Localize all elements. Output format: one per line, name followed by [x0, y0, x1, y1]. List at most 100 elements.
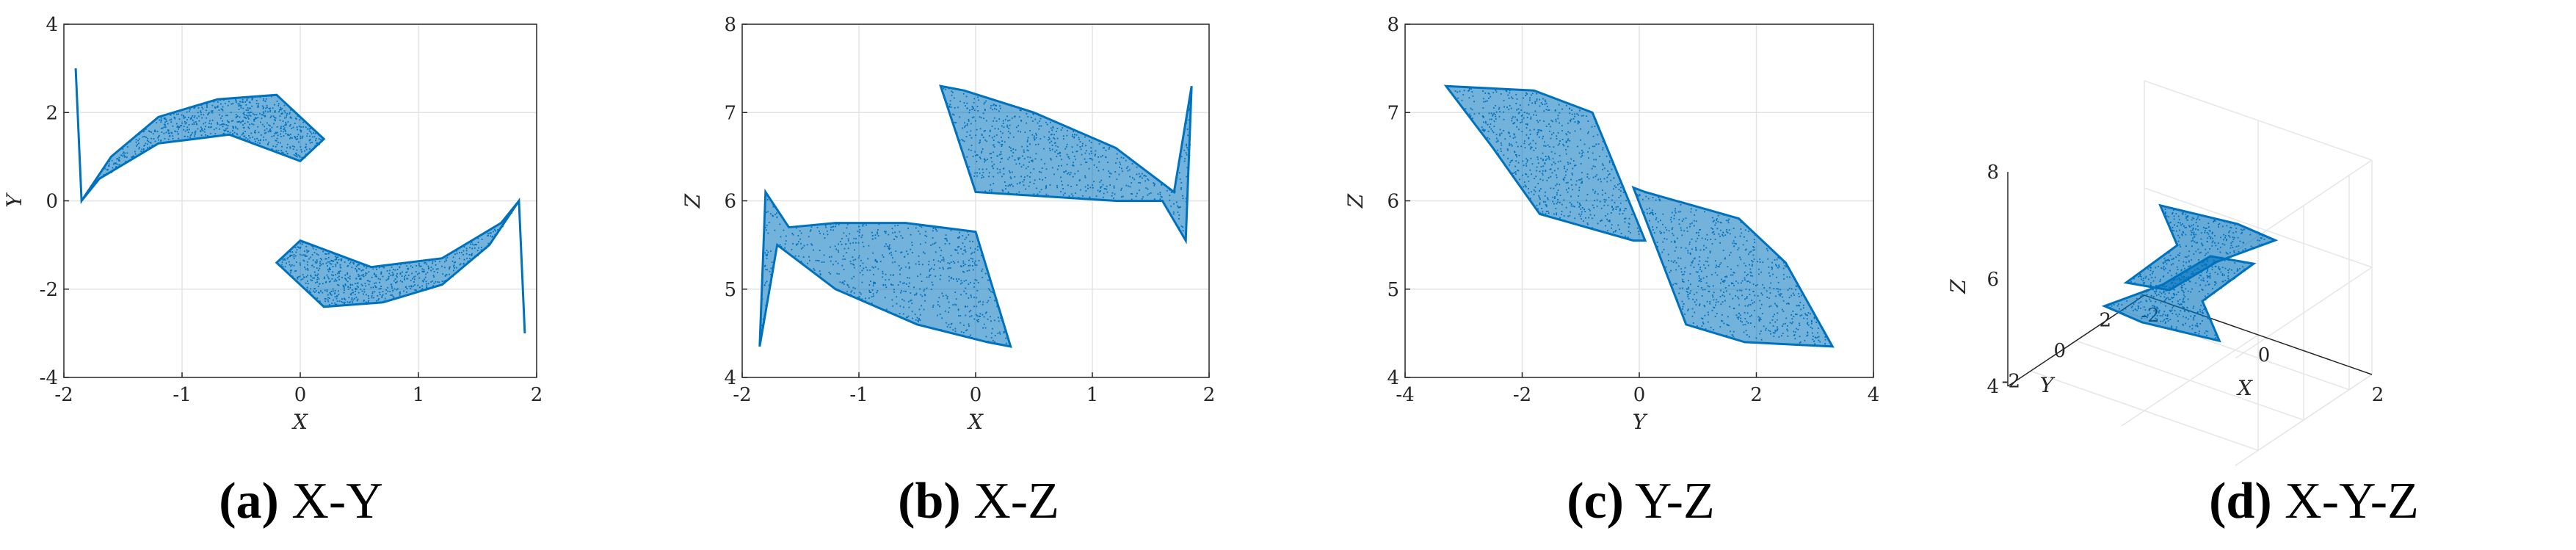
- data-point: [959, 116, 961, 118]
- data-point: [189, 108, 191, 110]
- data-point: [344, 274, 347, 276]
- data-point: [163, 117, 165, 119]
- data-point: [1080, 164, 1082, 166]
- data-point: [293, 264, 295, 267]
- data-point: [1570, 158, 1572, 160]
- data-point: [1680, 268, 1683, 270]
- data-point: [2107, 306, 2109, 308]
- data-point: [388, 275, 390, 278]
- data-point: [1528, 180, 1530, 182]
- data-point: [432, 275, 435, 277]
- data-point: [217, 101, 219, 103]
- data-point: [979, 300, 981, 303]
- data-point: [2207, 281, 2208, 283]
- data-point: [1695, 248, 1697, 250]
- data-point: [1178, 214, 1180, 216]
- data-point: [1000, 153, 1002, 155]
- data-point: [1782, 274, 1785, 275]
- data-point: [2214, 235, 2216, 236]
- data-point: [220, 108, 222, 110]
- data-point: [195, 130, 197, 132]
- data-point: [1062, 184, 1064, 186]
- data-point: [1594, 214, 1595, 217]
- data-point: [286, 262, 287, 264]
- data-point: [1625, 217, 1627, 220]
- data-point: [148, 140, 150, 142]
- data-point: [391, 272, 393, 273]
- data-point: [1575, 184, 1577, 186]
- data-point: [1052, 126, 1054, 128]
- data-point: [2163, 269, 2165, 271]
- data-point: [1666, 229, 1668, 231]
- data-point: [842, 258, 844, 261]
- data-point: [146, 140, 148, 142]
- data-point: [2188, 250, 2191, 253]
- data-point: [386, 270, 388, 272]
- data-point: [1712, 217, 1713, 219]
- data-point: [968, 234, 970, 236]
- data-point: [281, 264, 283, 266]
- data-point: [1741, 294, 1743, 297]
- data-point: [208, 120, 211, 122]
- data-point: [917, 275, 918, 278]
- data-point: [327, 297, 329, 299]
- data-point: [2194, 236, 2195, 238]
- data-point: [242, 112, 244, 115]
- data-point: [335, 258, 337, 261]
- data-point: [310, 256, 312, 258]
- data-point: [1545, 213, 1547, 215]
- data-point: [1075, 192, 1076, 194]
- data-point: [2150, 285, 2152, 286]
- data-point: [1652, 197, 1654, 199]
- data-point: [879, 261, 882, 263]
- data-point: [325, 253, 327, 255]
- data-point: [2111, 305, 2113, 307]
- data-point: [2165, 321, 2166, 323]
- data-point: [1473, 101, 1475, 103]
- data-point: [2224, 267, 2227, 269]
- data-point: [153, 138, 155, 140]
- data-point: [774, 229, 776, 231]
- data-point: [1568, 221, 1570, 223]
- data-point: [306, 261, 308, 263]
- data-point: [1592, 135, 1594, 137]
- data-point: [1540, 166, 1542, 167]
- data-point: [1133, 178, 1136, 181]
- data-point: [1802, 307, 1804, 309]
- data-point: [2163, 266, 2165, 268]
- data-point: [269, 129, 271, 131]
- data-point: [1707, 257, 1709, 258]
- data-point: [2259, 244, 2260, 246]
- data-point: [392, 275, 394, 277]
- data-point: [141, 151, 143, 153]
- data-point: [972, 261, 973, 262]
- data-point: [1733, 285, 1735, 286]
- data-point: [224, 102, 226, 104]
- data-point: [1613, 231, 1614, 234]
- data-point: [1147, 178, 1149, 180]
- data-point: [193, 121, 195, 123]
- data-point: [2203, 227, 2205, 228]
- data-point: [1691, 261, 1693, 263]
- data-point: [868, 284, 871, 286]
- data-point: [290, 116, 291, 118]
- data-point: [810, 226, 813, 228]
- data-point: [919, 288, 921, 290]
- data-point: [995, 109, 998, 111]
- data-point: [396, 276, 398, 278]
- data-point: [1033, 137, 1035, 139]
- data-point: [1793, 334, 1796, 336]
- data-point: [973, 318, 976, 320]
- data-point: [1552, 196, 1554, 198]
- data-point: [1689, 292, 1691, 294]
- data-point: [1530, 118, 1532, 120]
- data-point: [197, 115, 200, 117]
- data-point: [415, 271, 417, 272]
- data-point: [1572, 167, 1574, 170]
- data-point: [990, 337, 993, 339]
- data-point: [875, 260, 877, 262]
- data-point: [1090, 151, 1092, 152]
- data-point: [965, 251, 967, 253]
- data-point: [300, 279, 302, 281]
